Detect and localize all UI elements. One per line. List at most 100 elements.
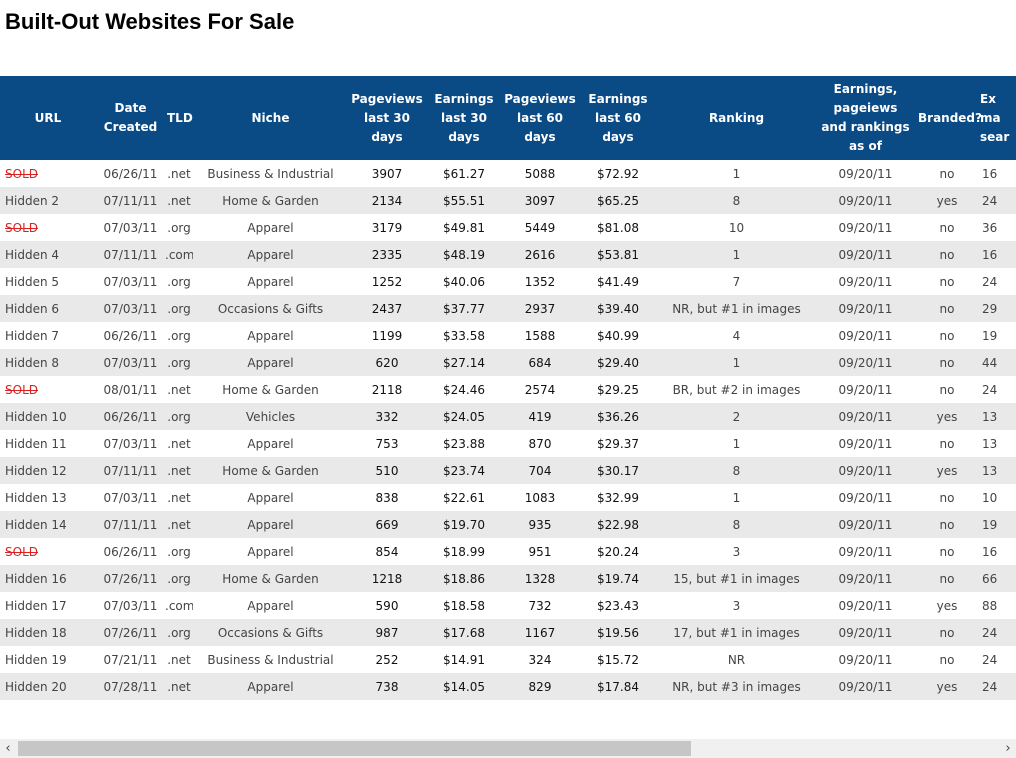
as-of-cell: 09/20/11 <box>815 403 916 430</box>
branded-cell: no <box>916 241 978 268</box>
pageviews-30-cell: 1252 <box>371 274 403 289</box>
tld-cell: .org <box>167 544 191 559</box>
earnings-60-cell: $19.74 <box>578 565 658 592</box>
pageviews-60-cell: 3097 <box>502 187 578 214</box>
pageviews-30-cell: 669 <box>348 511 426 538</box>
extra-cell: 88 <box>982 598 998 613</box>
earnings-60-cell: $30.17 <box>578 457 658 484</box>
earnings-60-cell: $32.99 <box>597 490 639 505</box>
extra-cell: 16 <box>982 544 998 559</box>
pageviews-30-cell: 854 <box>375 544 399 559</box>
table-viewport[interactable]: URL Date Created TLD Niche Pageviews last 30 da… <box>0 76 1016 736</box>
niche-cell: Business & Industrial <box>207 166 334 181</box>
chevron-right-icon[interactable]: › <box>1005 741 1011 756</box>
pageviews-30-cell: 1199 <box>371 328 403 343</box>
branded-cell: yes <box>936 598 958 613</box>
table-row: SOLD 07/03/11 .org Apparel 3179 $49.81 5449 $81… <box>0 214 1016 241</box>
branded-cell: no <box>916 295 978 322</box>
tld-cell: .org <box>167 220 191 235</box>
earnings-30-cell: $14.05 <box>426 673 502 700</box>
table-row: Hidden 6 07/03/11 .org Occasions & Gifts 243… <box>0 295 1016 322</box>
horizontal-scrollbar[interactable]: ‹ › <box>0 739 1016 758</box>
scrollbar-thumb[interactable] <box>18 741 691 756</box>
branded-cell: no <box>916 511 978 538</box>
ranking-cell: NR <box>727 652 746 667</box>
col-header-url: URL <box>0 76 96 160</box>
pageviews-30-cell: 590 <box>375 598 399 613</box>
col-header-line: days <box>602 129 634 144</box>
col-header-line: TLD <box>167 110 193 125</box>
tld-cell: .net <box>167 436 191 451</box>
col-header-extra: Ex ma sear <box>978 76 1016 160</box>
ranking-cell: 8 <box>658 511 815 538</box>
table-row: Hidden 18 07/26/11 .org Occasions & Gifts 98… <box>0 619 1016 646</box>
ranking-cell: 3 <box>732 544 741 559</box>
date-cell: 06/26/11 <box>96 403 165 430</box>
table-header-row: URL Date Created TLD Niche Pageviews last 30 da… <box>0 76 1016 160</box>
earnings-30-cell: $19.70 <box>426 511 502 538</box>
url-cell: Hidden 16 <box>0 565 96 592</box>
as-of-cell: 09/20/11 <box>838 274 893 289</box>
table-row: Hidden 4 07/11/11 .com Apparel 2335 $48.19 261… <box>0 241 1016 268</box>
date-cell: 07/03/11 <box>96 349 165 376</box>
branded-cell: yes <box>916 457 978 484</box>
tld-cell: .net <box>165 673 193 700</box>
table-row: Hidden 14 07/11/11 .net Apparel 669 $19.70 935… <box>0 511 1016 538</box>
pageviews-30-cell: 2335 <box>348 241 426 268</box>
extra-cell: 24 <box>982 274 998 289</box>
extra-cell: 10 <box>982 490 998 505</box>
col-header-line: as of <box>849 139 882 153</box>
url-cell: Hidden 12 <box>0 457 96 484</box>
extra-cell: 16 <box>982 166 998 181</box>
tld-cell: .com <box>165 241 193 268</box>
col-header-pageviews-30: Pageviews last 30 days <box>348 76 426 160</box>
pageviews-60-cell: 1588 <box>524 328 556 343</box>
col-header-line: Pageviews <box>504 91 576 106</box>
as-of-cell: 09/20/11 <box>838 220 893 235</box>
ranking-cell: 2 <box>658 403 815 430</box>
url-cell: Hidden 14 <box>0 511 96 538</box>
earnings-30-cell: $27.14 <box>426 349 502 376</box>
tld-cell: .net <box>165 457 193 484</box>
as-of-cell: 09/20/11 <box>815 511 916 538</box>
websites-table: URL Date Created TLD Niche Pageviews last 30 da… <box>0 76 1016 700</box>
as-of-cell: 09/20/11 <box>815 619 916 646</box>
date-cell: 07/03/11 <box>103 436 158 451</box>
pageviews-30-cell: 2437 <box>348 295 426 322</box>
extra-cell: 24 <box>982 652 998 667</box>
col-header-line: Earnings <box>434 91 494 106</box>
extra-cell: 24 <box>978 187 1016 214</box>
table-row: Hidden 5 07/03/11 .org Apparel 1252 $40.06 135… <box>0 268 1016 295</box>
url-cell: Hidden 7 <box>5 328 60 343</box>
tld-cell: .org <box>165 565 193 592</box>
earnings-60-cell: $65.25 <box>578 187 658 214</box>
url-cell: Hidden 5 <box>5 274 60 289</box>
earnings-30-cell: $55.51 <box>426 187 502 214</box>
col-header-line: Ranking <box>708 110 765 125</box>
ranking-cell: 1 <box>658 241 815 268</box>
page-title: Built-Out Websites For Sale <box>5 9 295 34</box>
extra-cell: 44 <box>978 349 1016 376</box>
niche-cell: Apparel <box>193 673 348 700</box>
pageviews-60-cell: 419 <box>502 403 578 430</box>
ranking-cell: 17, but #1 in images <box>658 619 815 646</box>
col-header-as-of: Earnings, pageiews and rankings as of <box>815 76 916 160</box>
branded-cell: no <box>939 220 955 235</box>
ranking-cell: NR, but #1 in images <box>658 295 815 322</box>
extra-cell: 29 <box>978 295 1016 322</box>
table-row: Hidden 2 07/11/11 .net Home & Garden 2134 $55… <box>0 187 1016 214</box>
niche-cell: Business & Industrial <box>207 652 334 667</box>
chevron-left-icon[interactable]: ‹ <box>5 741 11 756</box>
date-cell: 07/03/11 <box>103 220 158 235</box>
ranking-cell: 1 <box>732 166 741 181</box>
earnings-60-cell: $23.43 <box>597 598 639 613</box>
pageviews-60-cell: 5449 <box>524 220 556 235</box>
table-row: Hidden 13 07/03/11 .net Apparel 838 $22.61 108… <box>0 484 1016 511</box>
extra-cell: 16 <box>978 241 1016 268</box>
earnings-60-cell: $29.40 <box>578 349 658 376</box>
url-cell: Hidden 8 <box>0 349 96 376</box>
tld-cell: .net <box>167 490 191 505</box>
pageviews-30-cell: 987 <box>348 619 426 646</box>
as-of-cell: 09/20/11 <box>838 328 893 343</box>
col-header-line: Created <box>103 120 158 134</box>
